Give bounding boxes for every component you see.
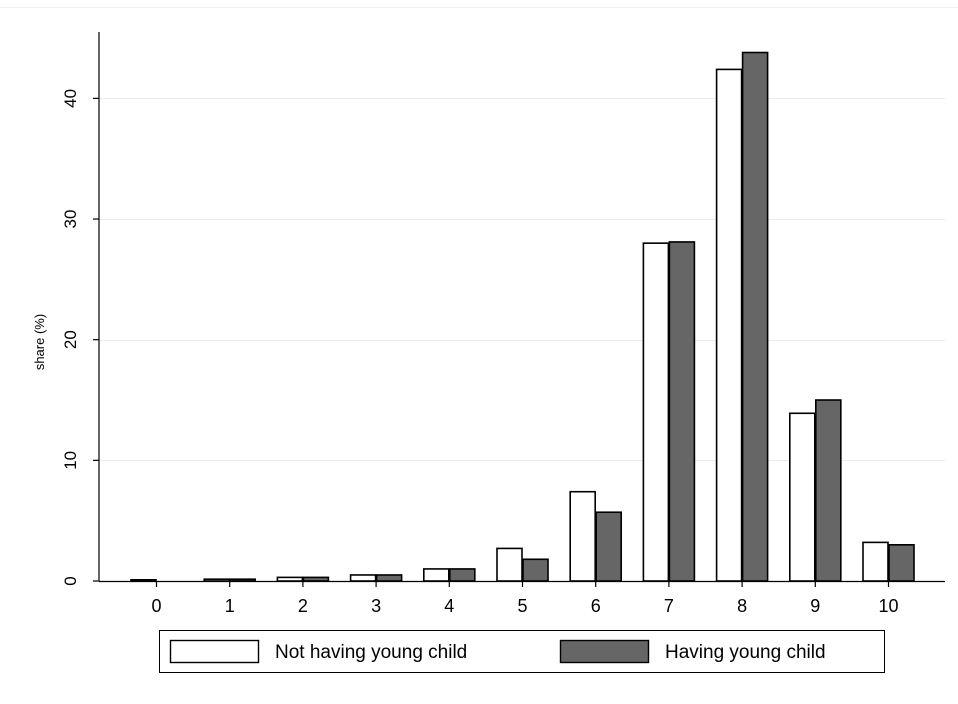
- x-tick-label: 2: [298, 596, 308, 616]
- bar-not-having-young-child-10: [862, 541, 889, 582]
- bar-having-young-child-9: [814, 399, 842, 582]
- bar-not-having-young-child-5: [496, 547, 523, 582]
- y-tick-labels: 0 10 20 30 40: [61, 89, 99, 586]
- bar-not-having-young-child-0: [130, 578, 157, 582]
- x-tick-label: 1: [225, 596, 235, 616]
- bars: [130, 51, 915, 582]
- y-tick-label: 30: [61, 210, 80, 229]
- bar-not-having-young-child-1: [203, 578, 230, 582]
- legend-label: Having young child: [665, 642, 826, 663]
- y-axis-title: share (%): [32, 314, 47, 370]
- x-tick-label: 3: [371, 596, 381, 616]
- x-tick-labels: 0 1 2 3 4 5 6 7 8 9 10: [151, 581, 899, 616]
- bar-having-young-child-7: [668, 241, 696, 582]
- bar-having-young-child-6: [595, 511, 623, 582]
- x-tick-label: 8: [737, 596, 747, 616]
- bar-not-having-young-child-9: [788, 412, 816, 582]
- x-tick-label: 4: [444, 596, 454, 616]
- bar-having-young-child-1: [229, 578, 256, 582]
- legend-box: [159, 630, 885, 673]
- bar-having-young-child-2: [302, 576, 330, 582]
- legend-swatch: [559, 639, 650, 664]
- y-tick-label: 40: [61, 89, 80, 108]
- legend-swatch: [169, 639, 260, 664]
- x-tick-label: 6: [591, 596, 601, 616]
- x-tick-label: 0: [151, 596, 161, 616]
- x-tick-label: 7: [664, 596, 674, 616]
- bar-having-young-child-3: [375, 574, 403, 582]
- bar-not-having-young-child-8: [715, 68, 743, 582]
- y-tick-label: 0: [61, 576, 80, 585]
- bar-not-having-young-child-7: [642, 242, 670, 582]
- y-tick-label: 10: [61, 451, 80, 470]
- bar-not-having-young-child-6: [569, 490, 597, 582]
- legend-label: Not having young child: [275, 642, 467, 663]
- x-tick-label: 10: [878, 596, 898, 616]
- bar-having-young-child-8: [741, 51, 769, 582]
- bar-not-having-young-child-2: [276, 576, 304, 582]
- y-tick-label: 20: [61, 330, 80, 349]
- bar-having-young-child-4: [448, 568, 476, 582]
- legend: Not having young child Having young child: [159, 630, 885, 673]
- bar-not-having-young-child-3: [349, 574, 377, 582]
- bar-having-young-child-10: [888, 544, 915, 582]
- bar-having-young-child-5: [522, 558, 549, 582]
- x-tick-label: 9: [810, 596, 820, 616]
- bar-not-having-young-child-4: [422, 568, 450, 582]
- x-tick-label: 5: [517, 596, 527, 616]
